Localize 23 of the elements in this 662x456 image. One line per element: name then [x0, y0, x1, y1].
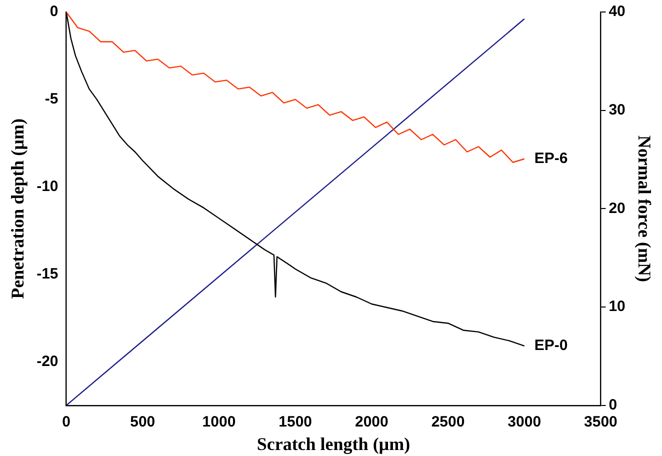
x-tick-label: 500 [130, 414, 156, 431]
x-tick-label: 0 [62, 414, 70, 431]
y2-tick-label: 10 [608, 298, 626, 316]
y2-tick-label: 40 [608, 3, 626, 20]
y-tick-label: 0 [50, 3, 58, 20]
series-label: EP-0 [534, 337, 568, 354]
x-tick-label: 2000 [354, 414, 388, 431]
x-tick-label: 3000 [508, 414, 542, 431]
x-tick-label: 1500 [278, 414, 312, 431]
y2-tick-label: 0 [608, 396, 618, 414]
x-tick-label: 2500 [431, 414, 465, 431]
x-tick-label: 3500 [584, 414, 618, 431]
y2-axis-title: Normal force (mN) [634, 135, 655, 282]
y-tick-label: -5 [44, 90, 58, 108]
y-tick-label: -10 [36, 178, 58, 195]
y2-tick-label: 30 [608, 101, 626, 118]
x-tick-label: 1000 [202, 414, 236, 431]
y2-tick-label: 20 [608, 200, 626, 217]
y-axis-title: Penetration depth (µm) [7, 118, 28, 299]
x-axis-title: Scratch length (µm) [256, 434, 410, 454]
series-label: EP-6 [534, 150, 568, 168]
y-tick-label: -15 [36, 265, 58, 282]
y-tick-label: -20 [36, 352, 58, 370]
